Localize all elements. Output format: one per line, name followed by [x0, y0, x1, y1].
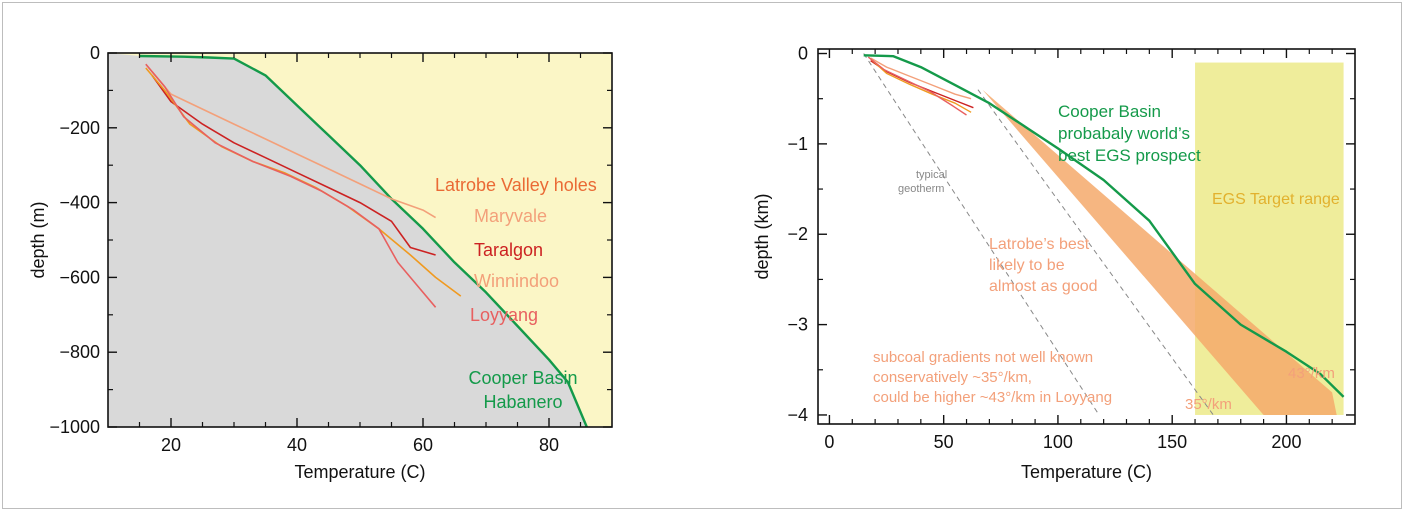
series-line-latrobe-4: [867, 56, 967, 116]
label-cooper-basin: Cooper Basin: [1058, 102, 1161, 121]
label-latrobe-almost: almost as good: [989, 278, 1098, 295]
latrobe-wedge: [982, 89, 1337, 415]
series-line-cooper-basin: [863, 54, 1345, 398]
grey-region: [108, 53, 587, 427]
y-tick-label: 0: [90, 43, 100, 63]
y-tick-label: −1000: [49, 417, 100, 437]
x-axis-label: Temperature (C): [1021, 462, 1152, 482]
label-typical: typical: [916, 169, 947, 181]
label-subcoal-3: could be higher ~43°/km in Loyyang: [873, 389, 1112, 406]
label-43-per-km: 43°/km: [1288, 365, 1335, 382]
series-line-maryvale: [151, 71, 437, 219]
y-axis-label: depth (km): [752, 193, 772, 279]
y-tick-label: −1: [787, 134, 808, 154]
x-tick-label: 200: [1271, 432, 1301, 452]
label-cooper-probably: probabaly world’s: [1058, 124, 1190, 143]
label-geotherm: geotherm: [898, 183, 944, 195]
x-tick-label: 20: [161, 435, 181, 455]
label-latrobe-likely: likely to be: [989, 257, 1065, 274]
label-cooper-basin: Cooper Basin: [468, 368, 577, 388]
x-axis-label: Temperature (C): [294, 462, 425, 482]
label-maryvale: Maryvale: [474, 206, 547, 226]
label-habanero: Habanero: [483, 392, 562, 412]
label-subcoal-1: subcoal gradients not well known: [873, 349, 1093, 366]
label-taralgon: Taralgon: [474, 240, 543, 260]
label-subcoal-2: conservatively ~35°/km,: [873, 369, 1032, 386]
series-line-loyyang: [145, 63, 437, 308]
y-tick-label: −3: [787, 315, 808, 335]
series-line-cooper-basin-habanero: [139, 54, 588, 428]
y-tick-label: −2: [787, 224, 808, 244]
x-tick-label: 50: [934, 432, 954, 452]
label-loyyang: Loyyang: [470, 305, 538, 325]
label-egs-target: EGS Target range: [1212, 191, 1340, 208]
series-line-taralgon: [151, 74, 436, 256]
left-chart: 0 −200 −400 −600 −800 −1000 20 40 60 80 Temperatur…: [28, 43, 613, 482]
x-tick-label: 0: [824, 432, 834, 452]
x-tick-label: 100: [1043, 432, 1073, 452]
x-tick-label: 40: [287, 435, 307, 455]
geotherm-line-2: [977, 89, 1214, 416]
right-chart: 0 −1 −2 −3 −4 0 50 100 150 200 Temperature (C) dept…: [752, 44, 1356, 482]
series-line-latrobe-1: [870, 57, 972, 100]
label-35-per-km: 35°/km: [1185, 396, 1232, 413]
x-tick-label: 150: [1157, 432, 1187, 452]
label-winnindoo: Winnindoo: [474, 271, 559, 291]
y-tick-label: 0: [798, 44, 808, 64]
y-tick-label: −400: [59, 193, 100, 213]
x-tick-label: 80: [539, 435, 559, 455]
label-latrobe-best: Latrobe’s best: [989, 236, 1090, 253]
y-axis-label: depth (m): [28, 201, 48, 278]
plot-frame: [817, 48, 1356, 425]
y-tick-label: −600: [59, 267, 100, 287]
label-latrobe-valley-holes: Latrobe Valley holes: [435, 175, 597, 195]
series-line-latrobe-3: [870, 58, 972, 113]
label-cooper-best: best EGS prospect: [1058, 146, 1201, 165]
x-tick-label: 60: [413, 435, 433, 455]
y-tick-label: −200: [59, 118, 100, 138]
y-tick-label: −4: [787, 405, 808, 425]
y-tick-label: −800: [59, 342, 100, 362]
